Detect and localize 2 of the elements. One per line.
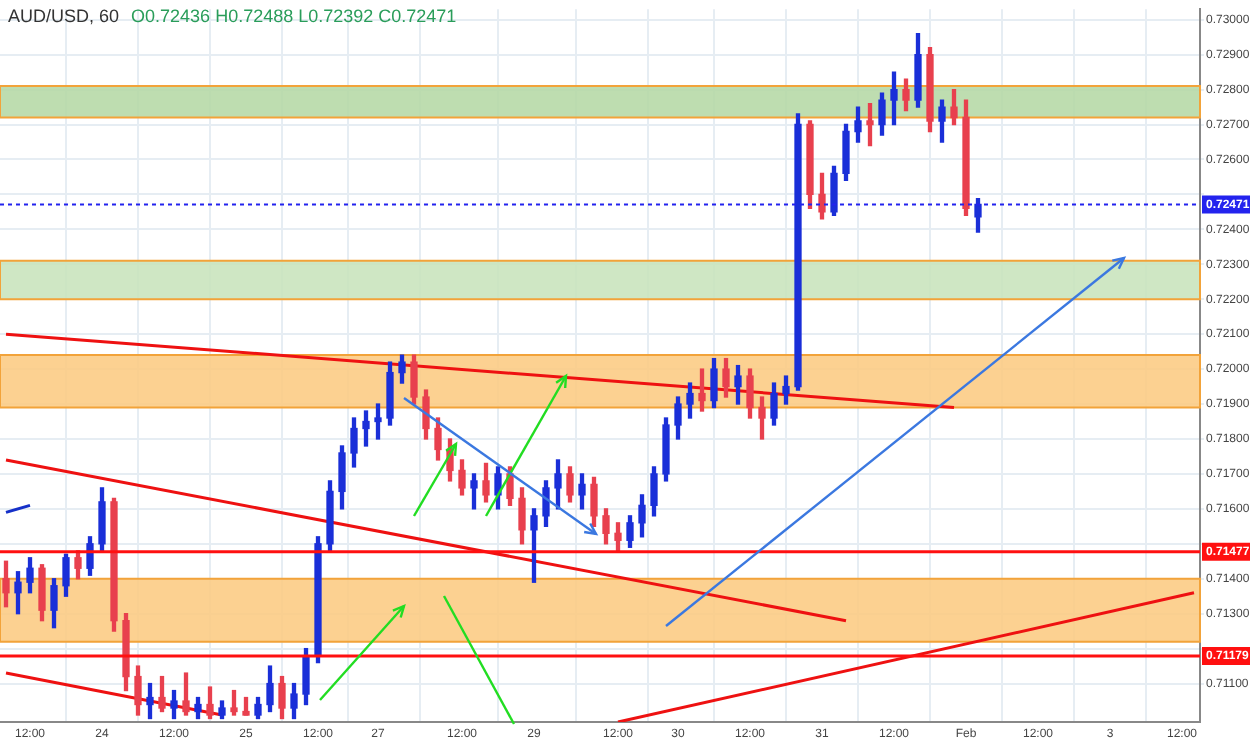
annotation: O0.72436 H0.72488 L0.72392 C0.72471: [131, 6, 457, 26]
chart-title: AUD/USD, 60: [8, 6, 120, 26]
